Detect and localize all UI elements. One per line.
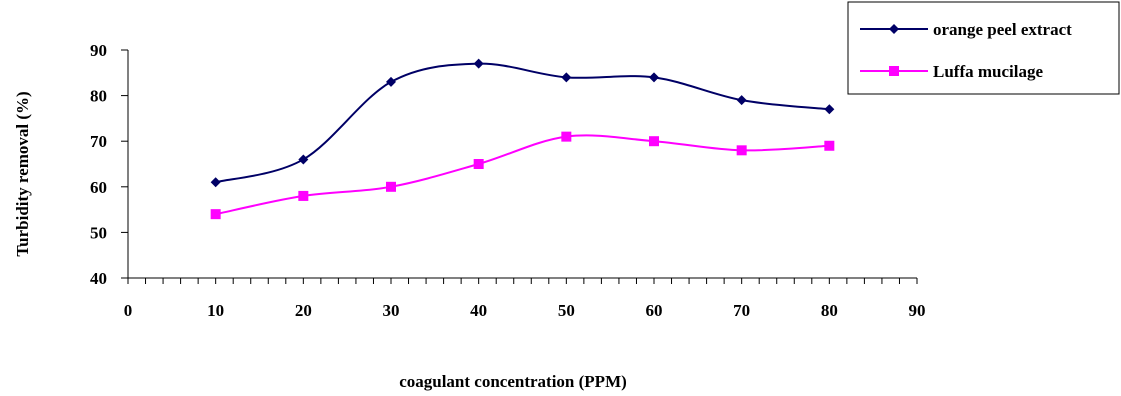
y-tick-label: 70 — [90, 132, 107, 151]
data-point-orange-peel-extract — [824, 104, 835, 115]
axes: 0 10 20 30 40 50 60 70 80 90 40 50 60 70 80 90 — [90, 41, 926, 320]
legend-label-luffa-mucilage: Luffa mucilage — [933, 62, 1043, 81]
x-tick-label: 20 — [295, 301, 312, 320]
x-tick-label: 0 — [124, 301, 133, 320]
data-point-orange-peel-extract — [736, 95, 747, 106]
data-point-luffa-mucilage — [210, 209, 221, 220]
y-tick-label: 50 — [90, 223, 107, 242]
y-tick-label: 80 — [90, 87, 107, 106]
series-line-luffa-mucilage — [215, 134, 830, 216]
series-layer — [210, 58, 835, 220]
data-point-luffa-mucilage — [824, 140, 835, 151]
data-point-luffa-mucilage — [649, 136, 659, 147]
y-tick-label: 40 — [90, 269, 107, 288]
x-axis-title: coagulant concentration (PPM) — [399, 372, 627, 391]
series-luffa-mucilage — [210, 131, 835, 220]
legend: orange peel extract Luffa mucilage — [847, 1, 1120, 95]
y-axis-title: Turbidity removal (%) — [13, 91, 32, 256]
x-tick-label: 90 — [909, 301, 926, 320]
data-point-orange-peel-extract — [210, 177, 221, 188]
data-point-orange-peel-extract — [473, 58, 484, 69]
data-point-luffa-mucilage — [473, 159, 484, 169]
legend-marker-luffa-mucilage — [889, 66, 899, 76]
y-tick-label: 60 — [90, 178, 107, 197]
series-orange-peel-extract — [210, 58, 835, 188]
legend-marker-orange-peel-extract — [889, 24, 899, 34]
data-point-orange-peel-extract — [386, 76, 396, 87]
data-point-orange-peel-extract — [649, 72, 659, 83]
data-point-luffa-mucilage — [298, 190, 309, 201]
legend-label-orange-peel-extract: orange peel extract — [933, 20, 1072, 39]
x-tick-label: 80 — [821, 301, 838, 320]
x-tick-label: 70 — [733, 301, 750, 320]
x-tick-label: 30 — [383, 301, 400, 320]
x-tick-label: 40 — [470, 301, 487, 320]
y-tick-label: 90 — [90, 41, 107, 60]
data-point-luffa-mucilage — [561, 131, 572, 142]
x-tick-label: 10 — [207, 301, 224, 320]
x-tick-label: 60 — [646, 301, 663, 320]
data-point-orange-peel-extract — [561, 72, 572, 83]
series-line-orange-peel-extract — [215, 62, 830, 184]
data-point-luffa-mucilage — [386, 181, 396, 192]
data-point-luffa-mucilage — [736, 145, 747, 156]
data-point-orange-peel-extract — [298, 154, 309, 165]
legend-box — [847, 1, 1120, 95]
x-tick-label: 50 — [558, 301, 575, 320]
